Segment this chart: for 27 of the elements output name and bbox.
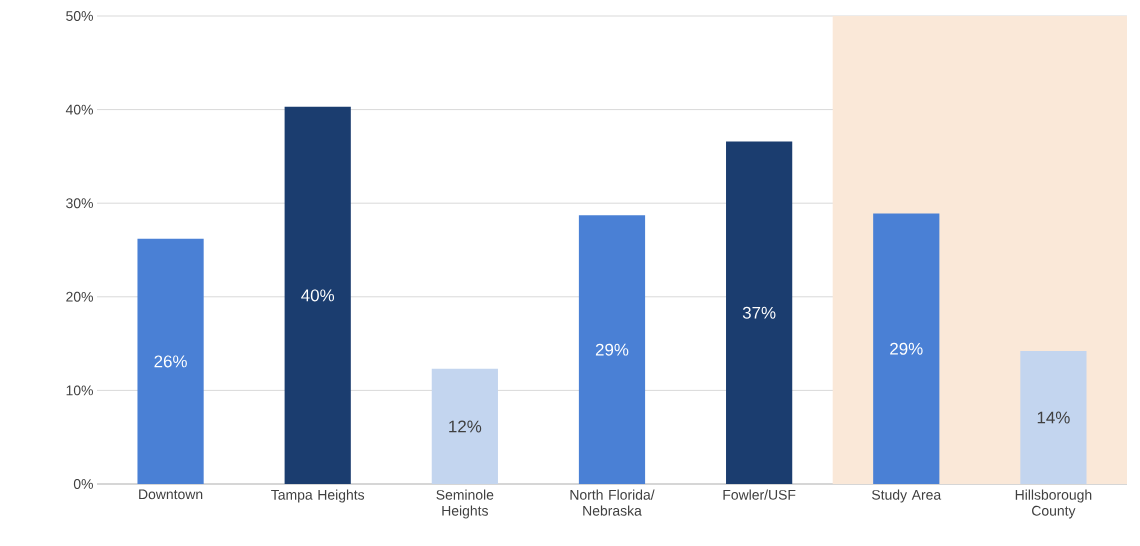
bar (873, 213, 940, 484)
data-label: 29% (890, 342, 923, 355)
data-label: 26% (154, 355, 187, 368)
bar (137, 238, 204, 484)
bar (431, 368, 498, 484)
y-tick-label: 10% (66, 385, 93, 396)
x-tick-label: Downtown (139, 489, 203, 500)
data-label: 12% (449, 420, 482, 433)
data-label: 29% (595, 343, 629, 356)
y-tick-label: 50% (66, 11, 93, 21)
x-tick-label: Fowler/USF (723, 489, 796, 500)
bar (1020, 351, 1087, 484)
y-tick-label: 0% (73, 479, 93, 489)
y-tick-label: 40% (65, 104, 93, 115)
data-label: 40% (301, 289, 335, 302)
data-label: 37% (742, 306, 776, 319)
y-tick-label: 20% (66, 291, 93, 302)
bar (578, 215, 646, 484)
x-tick-label: Hillsborough County (1015, 489, 1092, 519)
bar (284, 106, 351, 484)
bar (726, 141, 793, 484)
x-tick-label: Tampa Heights (271, 489, 365, 503)
x-tick-label: Seminole Heights (436, 489, 494, 519)
data-label: 14% (1037, 411, 1070, 424)
y-tick-label: 30% (66, 198, 93, 209)
x-tick-label: North Florida/ Nebraska (570, 489, 655, 516)
x-tick-label: Study Area (872, 489, 942, 503)
